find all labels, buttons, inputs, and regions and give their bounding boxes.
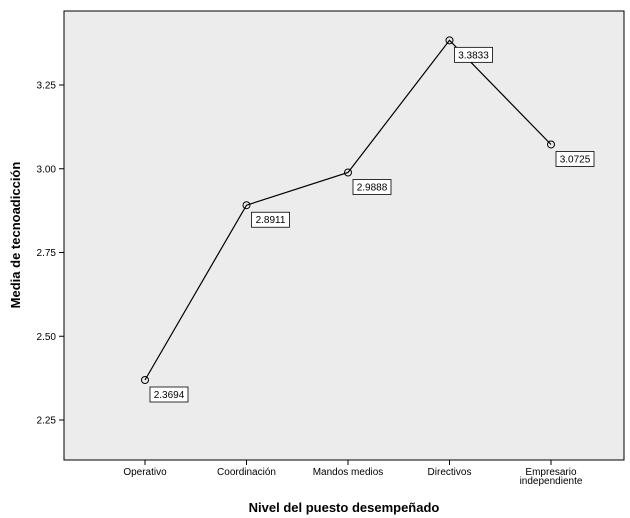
x-tick-label: Coordinación <box>217 467 276 478</box>
series-group <box>141 36 555 385</box>
data-label-box <box>251 211 290 228</box>
y-tick-label: 2.25 <box>37 416 57 427</box>
y-axis-title: Media de tecnoadicción <box>8 162 23 309</box>
data-point <box>445 36 454 45</box>
x-tick-label: Operativo <box>123 467 167 478</box>
data-label: 2.8911 <box>256 215 286 226</box>
series-line <box>144 39 552 381</box>
data-label: 2.9888 <box>357 183 388 194</box>
data-label-box <box>352 179 392 195</box>
y-tick-label: 3.00 <box>37 164 57 175</box>
data-label: 3.3833 <box>458 50 489 61</box>
x-tick-label: Empresario <box>525 467 577 478</box>
data-labels-group: 2.3694 2.8911 2.9888 3.3833 3.0725 <box>149 46 595 403</box>
data-label-box <box>555 151 595 167</box>
x-tick-label: Mandos medios <box>313 467 384 478</box>
y-tick-label: 2.75 <box>37 248 57 259</box>
data-point <box>547 140 555 149</box>
data-point <box>141 376 149 385</box>
data-label-box <box>149 386 189 403</box>
data-label: 3.0725 <box>560 154 591 165</box>
y-tick-label: 2.50 <box>37 332 57 343</box>
x-tick-label: Directivos <box>428 467 472 478</box>
data-point <box>242 201 251 210</box>
x-axis: Operativo Coordinación Mandos medios Direct… <box>123 460 583 487</box>
y-axis: 2.25 2.50 2.75 3.00 3.25 <box>37 81 64 427</box>
data-point <box>344 168 352 177</box>
x-axis-title: Nivel del puesto desempeñado <box>249 500 440 515</box>
plot-area <box>63 10 625 461</box>
data-label: 2.3694 <box>154 390 185 401</box>
y-tick-label: 3.25 <box>37 81 57 92</box>
data-label-box <box>454 46 493 63</box>
x-tick-label: independiente <box>520 476 583 487</box>
